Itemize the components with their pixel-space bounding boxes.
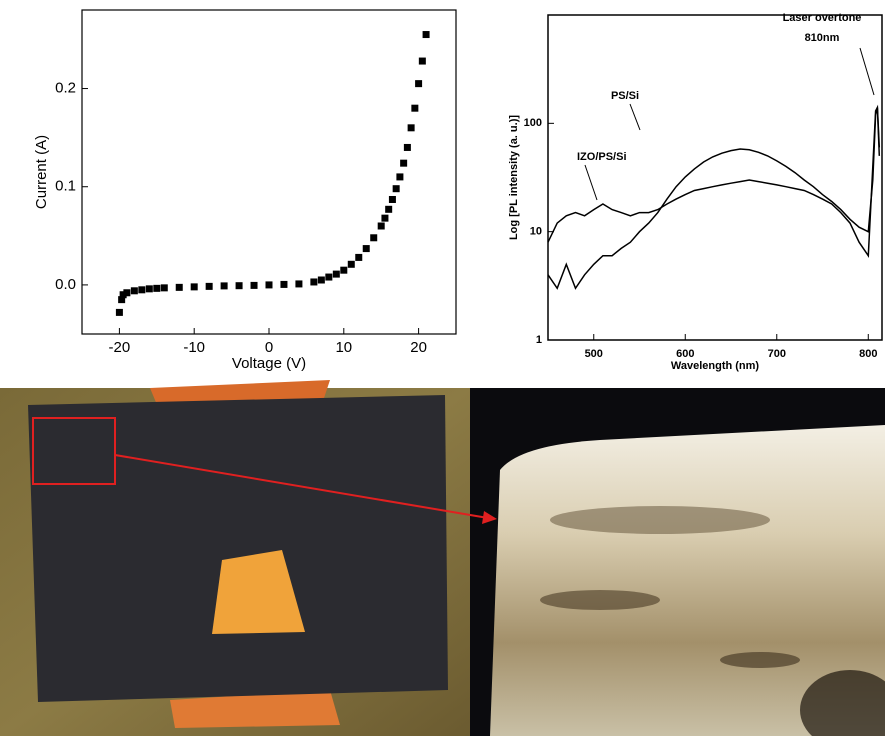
y-tick-label: 0.1	[55, 178, 76, 195]
y-tick-label: 100	[524, 117, 542, 129]
data-point	[396, 173, 403, 180]
data-point	[378, 223, 385, 230]
y-tick-label: 10	[530, 226, 542, 238]
data-point	[161, 284, 168, 291]
data-point	[318, 277, 325, 284]
data-point	[355, 254, 362, 261]
data-point	[146, 285, 153, 292]
figure: -20 -10 0 10 20 0.0 0.1 0.2 Voltage (V) Current (…	[0, 0, 885, 736]
annotation: 810nm	[805, 32, 840, 44]
x-tick-label: 800	[859, 348, 877, 360]
x-tick-label: 600	[676, 348, 694, 360]
photo-sample	[0, 380, 470, 736]
data-point	[176, 284, 183, 291]
data-point	[206, 283, 213, 290]
data-point	[363, 245, 370, 252]
data-point	[400, 160, 407, 167]
data-point	[295, 280, 302, 287]
data-point	[419, 58, 426, 65]
x-axis-label: Voltage (V)	[232, 355, 306, 372]
data-point	[236, 282, 243, 289]
annotation-pointer	[860, 48, 874, 95]
series-label: PS/Si	[611, 90, 639, 102]
y-tick-label: 0.2	[55, 80, 76, 97]
data-point	[251, 282, 258, 289]
data-point	[385, 206, 392, 213]
data-point	[393, 185, 400, 192]
data-point	[138, 286, 145, 293]
photo-zoom	[470, 388, 885, 736]
data-point	[280, 281, 287, 288]
chart: -20 -10 0 10 20 0.0 0.1 0.2 Voltage (V) Current (…	[0, 0, 885, 736]
series-line	[548, 108, 879, 289]
series-line	[548, 108, 879, 256]
x-tick-label: 500	[585, 348, 603, 360]
series-label: IZO/PS/Si	[577, 151, 627, 163]
data-point	[348, 261, 355, 268]
x-tick-label: -10	[183, 339, 205, 356]
data-point	[221, 282, 228, 289]
data-point	[191, 283, 198, 290]
series-pointer	[585, 165, 597, 200]
y-axis-label: Current (A)	[33, 135, 50, 209]
data-point	[123, 289, 130, 296]
data-point	[381, 215, 388, 222]
data-point	[131, 287, 138, 294]
data-point	[411, 105, 418, 112]
x-tick-label: -20	[109, 339, 131, 356]
data-point	[325, 274, 332, 281]
plot-frame	[548, 15, 882, 340]
data-point	[408, 124, 415, 131]
series-pointer	[630, 104, 640, 130]
data-point	[340, 267, 347, 274]
x-tick-label: 0	[265, 339, 273, 356]
data-point	[310, 278, 317, 285]
x-axis-label: Wavelength (nm)	[671, 360, 760, 372]
data-point	[116, 309, 123, 316]
data-point	[389, 196, 396, 203]
data-point	[423, 31, 430, 38]
annotation: Laser overtone	[783, 12, 862, 24]
data-point	[404, 144, 411, 151]
x-tick-label: 10	[335, 339, 352, 356]
data-point	[153, 285, 160, 292]
data-point	[370, 234, 377, 241]
x-tick-label: 20	[410, 339, 427, 356]
data-point	[266, 281, 273, 288]
y-tick-label: 1	[536, 334, 542, 346]
x-tick-label: 700	[768, 348, 786, 360]
y-axis-label: Log [PL intensity (a. u.)]	[508, 115, 520, 240]
data-point	[415, 80, 422, 87]
y-tick-label: 0.0	[55, 276, 76, 293]
data-point	[333, 271, 340, 278]
